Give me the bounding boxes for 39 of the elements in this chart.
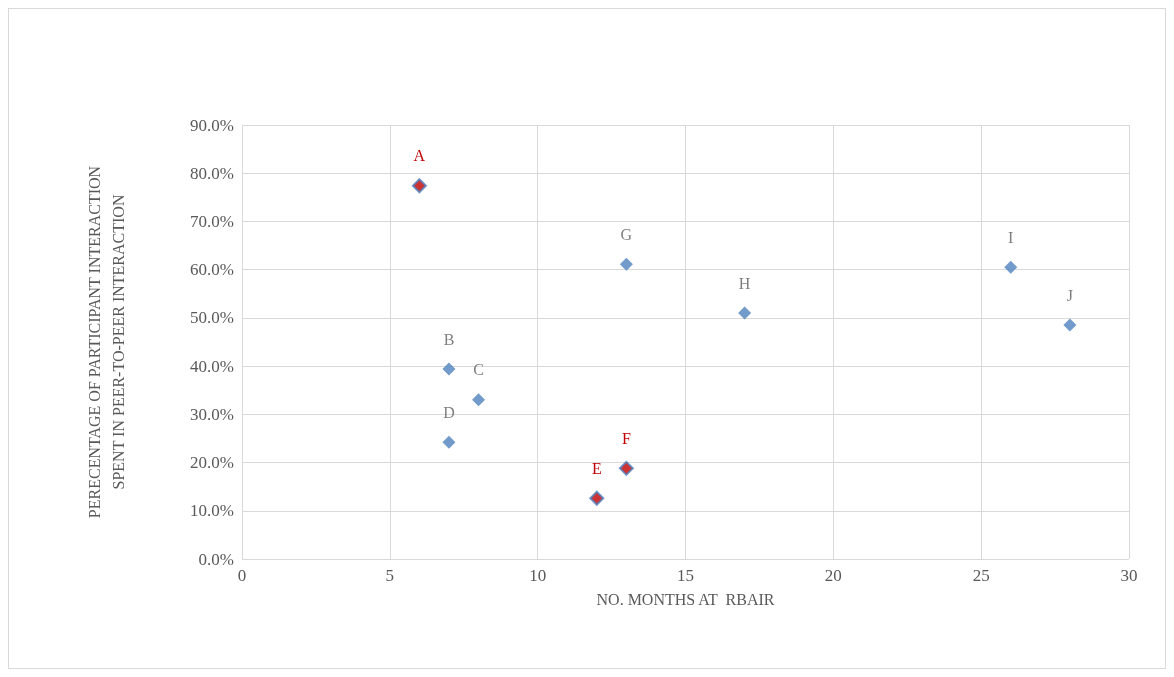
point <box>442 362 456 376</box>
point <box>618 460 634 476</box>
y-tick-label: 50.0% <box>190 308 234 328</box>
y-tick-label: 20.0% <box>190 453 234 473</box>
x-tick-label: 5 <box>385 566 395 585</box>
annotation: I <box>1008 228 1014 246</box>
annotation: G <box>620 225 633 243</box>
point <box>619 257 633 271</box>
point <box>589 490 605 506</box>
x-tick-label: 0 <box>237 566 247 585</box>
y-tick-label: 70.0% <box>190 211 234 231</box>
y-tick-label: 10.0% <box>190 501 234 521</box>
x-axis-title: NO. MONTHS AT RBAIR <box>596 590 775 608</box>
y-tick-label: 40.0% <box>190 356 234 376</box>
y-axis-title: PERECENTAGE OF PARTICIPANT INTERACTION SPENT IN PEER-TO-PEER INTERACTION <box>85 165 127 519</box>
point <box>411 178 427 194</box>
point <box>738 306 752 320</box>
x-tick-label: 25 <box>972 566 990 585</box>
point <box>472 393 486 407</box>
annotation: D <box>443 403 455 421</box>
x-tick-label: 20 <box>824 566 842 585</box>
point <box>1004 260 1018 274</box>
y-tick-label: 60.0% <box>190 260 234 280</box>
annotation: J <box>1066 286 1073 304</box>
annotation: E <box>591 459 602 477</box>
point <box>1063 318 1077 332</box>
x-tick-label: 30 <box>1120 566 1138 585</box>
x-tick-label: 15 <box>677 566 694 585</box>
annotation: C <box>473 361 484 379</box>
annotation: A <box>413 147 426 165</box>
annotation: F <box>621 429 631 447</box>
y-tick-label: 90.0% <box>190 115 234 135</box>
y-tick-label: 0.0% <box>198 549 234 569</box>
y-tick-label: 80.0% <box>190 163 234 183</box>
point <box>442 435 456 449</box>
x-tick-label: 10 <box>529 566 547 585</box>
annotation: H <box>738 274 751 292</box>
annotation: B <box>443 330 455 348</box>
y-tick-label: 30.0% <box>190 404 234 424</box>
